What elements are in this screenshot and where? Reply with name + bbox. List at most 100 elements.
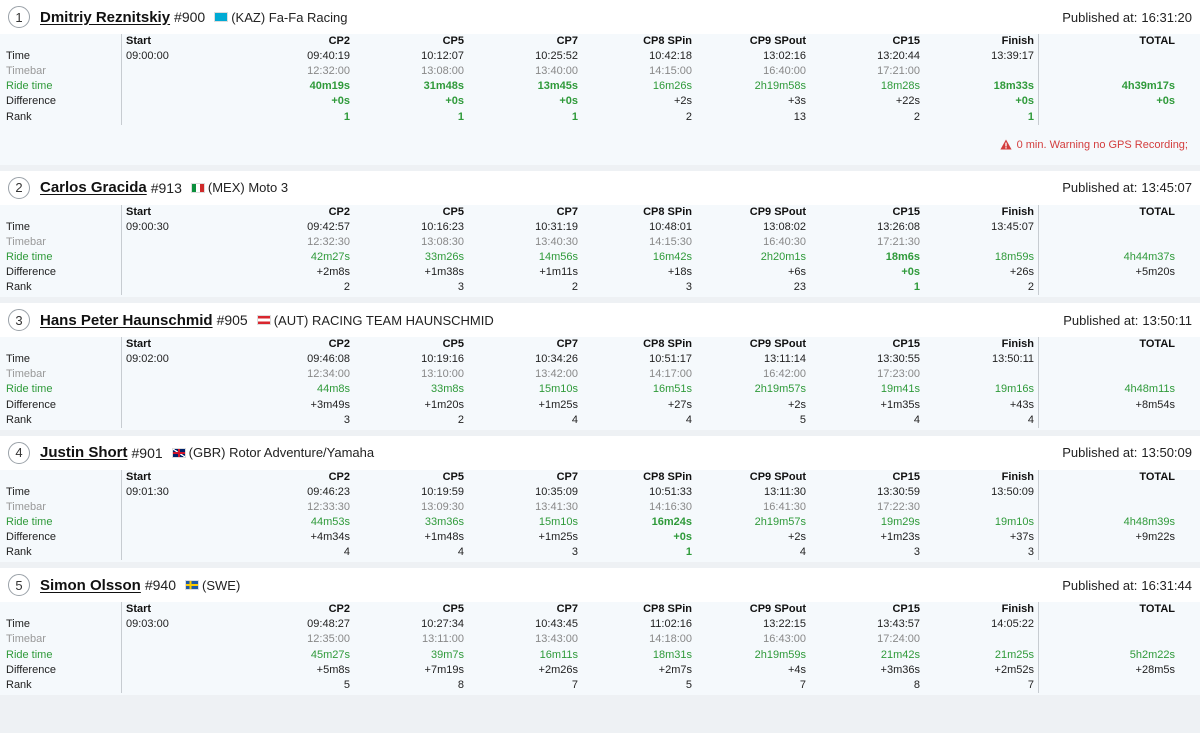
timing-cell: 09:48:27	[307, 618, 350, 631]
timing-cell: 13:30:59	[877, 485, 920, 498]
timing-cell	[122, 265, 239, 280]
timing-cell: 09:01:30	[126, 485, 169, 498]
timing-cell	[922, 64, 1039, 80]
swe-flag-icon	[185, 580, 200, 591]
timing-cell: 18m59s	[922, 249, 1039, 265]
timing-cell: 16:41:30	[763, 500, 806, 513]
timing-cell: 4	[343, 546, 350, 559]
row-label: Rank	[6, 109, 122, 125]
timing-cell: 09:00:00	[126, 50, 169, 63]
timing-cell: 13:40:00	[535, 65, 578, 78]
timing-cell: +3m36s	[880, 663, 920, 676]
timing-cell: 8	[913, 678, 920, 691]
rider-name-link[interactable]: Justin Short	[40, 444, 128, 462]
timing-cell: 33m36s	[424, 516, 464, 529]
row-label: Rank	[6, 677, 122, 693]
published-label: Published at:	[1062, 9, 1138, 25]
timing-cell: +8m54s	[1135, 398, 1175, 411]
timing-cell: +0s	[559, 95, 578, 108]
published-time: Published at: 16:31:20	[1062, 10, 1192, 25]
rider-name-link[interactable]: Simon Olsson	[40, 576, 141, 594]
timing-cell: 13:50:11	[922, 352, 1039, 368]
timing-cell	[922, 632, 1039, 648]
timing-cell: 13:02:16	[763, 50, 806, 63]
rider-number: #905	[216, 312, 248, 329]
timing-cell: 10:19:59	[421, 485, 464, 498]
rider-name-link[interactable]: Dmitriy Reznitskiy	[40, 8, 171, 26]
column-header: CP7	[556, 35, 578, 48]
timing-cell: +0s	[673, 531, 692, 544]
column-header: CP9 SPout	[749, 470, 806, 483]
rider-header: 4 Justin Short #901 (GBR) Rotor Adventure/Y…	[0, 435, 1200, 470]
timing-cell: 13:22:15	[763, 618, 806, 631]
timing-cell: 10:48:01	[649, 220, 692, 233]
published-label: Published at:	[1062, 180, 1138, 196]
position-badge: 3	[8, 309, 30, 332]
timing-cell: 10:16:23	[421, 220, 464, 233]
time-row: Time 09:01:30 09:46:23 10:19:59 10:35:09 10:5…	[6, 484, 1177, 500]
rider-name-link[interactable]: Carlos Gracida	[40, 179, 147, 197]
column-header: CP15	[892, 603, 920, 616]
timing-cell: 17:21:30	[877, 235, 920, 248]
timing-cell: 16:40:00	[763, 65, 806, 78]
column-header: CP5	[442, 338, 464, 351]
header-corner	[6, 602, 122, 618]
rider-name-link[interactable]: Hans Peter Haunschmid	[40, 311, 213, 329]
timing-cell: 45m27s	[310, 648, 350, 661]
row-label: Ride time	[6, 382, 122, 398]
timing-cell: 2	[685, 110, 692, 123]
timing-cell: 1	[922, 109, 1039, 125]
timing-cell	[122, 413, 239, 428]
header-corner	[6, 204, 122, 220]
rider-team: (AUT) RACING TEAM HAUNSCHMID	[273, 312, 494, 328]
timing-cell: 13	[793, 110, 806, 123]
column-header: CP2	[328, 603, 350, 616]
timing-cell: 13:39:17	[922, 49, 1039, 65]
rider-header: 5 Simon Olsson #940 (SWE) Published at: 16:31…	[0, 568, 1200, 603]
timing-cell: 4	[571, 413, 578, 426]
timing-cell: 12:33:30	[307, 500, 350, 513]
column-header: CP9 SPout	[749, 35, 806, 48]
header-row: Start CP2 CP5 CP7 CP8 SPin CP9 SPout CP15 Finis…	[6, 204, 1177, 220]
header-row: Start CP2 CP5 CP7 CP8 SPin CP9 SPout CP15 Finis…	[6, 469, 1177, 485]
timing-cell: 09:03:00	[126, 618, 169, 631]
column-header: TOTAL	[1139, 205, 1175, 218]
timing-cell	[1039, 617, 1178, 632]
timing-cell: +1m23s	[880, 531, 920, 544]
timing-cell	[1039, 352, 1178, 367]
header-corner	[6, 34, 122, 50]
timing-cell	[1039, 280, 1178, 295]
timing-cell: 09:40:19	[307, 50, 350, 63]
column-header: TOTAL	[1139, 603, 1175, 616]
timing-cell: 13:08:00	[421, 65, 464, 78]
timing-table: Start CP2 CP5 CP7 CP8 SPin CP9 SPout CP15 Finis…	[6, 469, 1177, 561]
timing-cell	[1039, 367, 1178, 382]
rider-card: 1 Dmitriy Reznitskiy #900 (KAZ) Fa-Fa Racin…	[0, 0, 1200, 165]
timing-cell: 1	[571, 110, 578, 123]
timing-cell: 5	[799, 413, 806, 426]
timing-cell: +2m26s	[538, 663, 578, 676]
timing-cell: 17:22:30	[877, 500, 920, 513]
timing-cell: 18m6s	[885, 250, 920, 263]
timing-cell: 3	[922, 545, 1039, 561]
timing-cell: +5m8s	[316, 663, 350, 676]
rider-header: 1 Dmitriy Reznitskiy #900 (KAZ) Fa-Fa Racin…	[0, 0, 1200, 34]
timing-cell: +28m5s	[1135, 663, 1175, 676]
timing-cell: +7m19s	[424, 663, 464, 676]
timing-cell: 10:34:26	[535, 353, 578, 366]
published-value: 16:31:20	[1141, 9, 1192, 25]
timing-cell: 14:05:22	[922, 617, 1039, 633]
timing-cell: 13:41:30	[535, 500, 578, 513]
column-header: Finish	[922, 34, 1039, 50]
column-header: CP2	[328, 35, 350, 48]
column-header: Start	[126, 338, 152, 351]
timing-cell: 7	[799, 678, 806, 691]
position-badge: 5	[8, 574, 30, 597]
column-header: Start	[126, 205, 152, 218]
timing-cell: 3	[343, 413, 350, 426]
timing-cell: 16:43:00	[763, 633, 806, 646]
timing-cell: 5	[685, 678, 692, 691]
timing-cell: 1	[685, 546, 692, 559]
timing-cell	[922, 499, 1039, 515]
difference-row: Difference +4m34s +1m48s +1m25s +0s +2s +1m23s…	[6, 530, 1177, 546]
